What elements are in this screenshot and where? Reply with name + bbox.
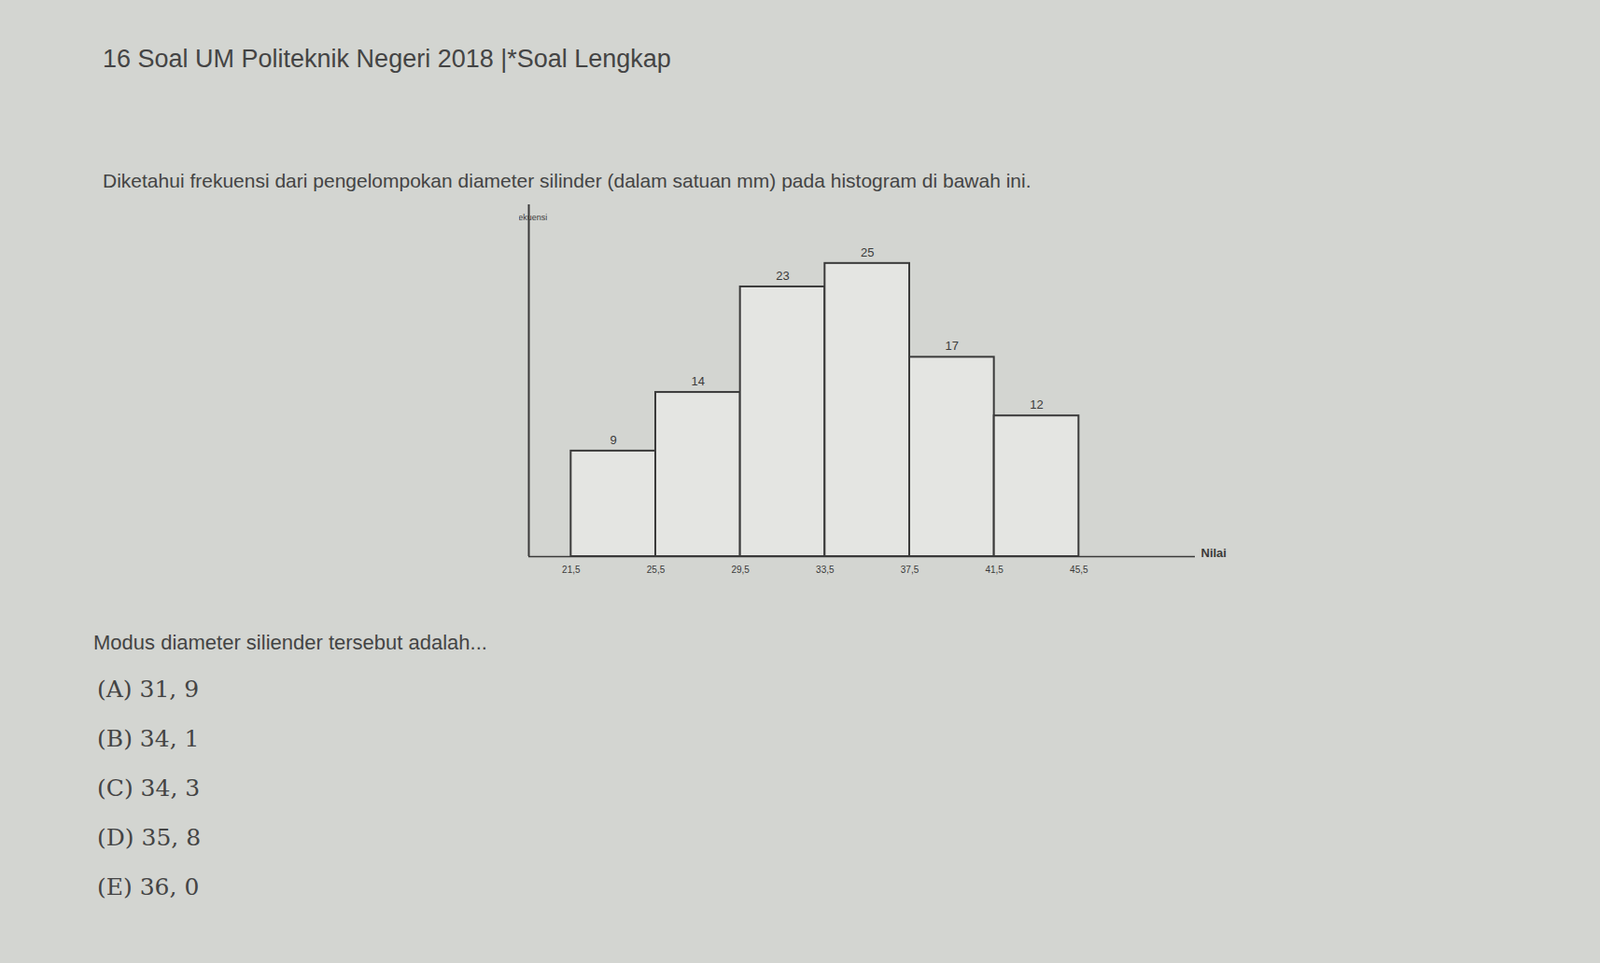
svg-text:Frekuensi: Frekuensi — [519, 212, 548, 223]
svg-text:12: 12 — [1029, 397, 1043, 412]
svg-text:45,5: 45,5 — [1069, 564, 1089, 576]
html-text:(C) 34, 3: (C) 34, 3 — [97, 774, 200, 802]
svg-text:17: 17 — [945, 338, 959, 353]
svg-text:23: 23 — [775, 268, 789, 283]
html-text:(D) 35, 8: (D) 35, 8 — [97, 824, 201, 852]
html-text:Modus diameter siliender terse: Modus diameter siliender tersebut adalah… — [93, 631, 488, 655]
svg-text:41,5: 41,5 — [984, 564, 1004, 576]
svg-text:25,5: 25,5 — [646, 564, 666, 576]
svg-text:37,5: 37,5 — [900, 564, 920, 576]
svg-text:25: 25 — [860, 244, 874, 259]
html-text:(E) 36, 0: (E) 36, 0 — [97, 873, 200, 901]
svg-text:14: 14 — [691, 374, 705, 389]
svg-text:Nilai: Nilai — [1201, 546, 1227, 561]
html-text:Diketahui frekuensi dari penge: Diketahui frekuensi dari pengelompokan d… — [102, 169, 1032, 192]
html-text:(B) 34, 1: (B) 34, 1 — [97, 725, 200, 753]
svg-text:9: 9 — [610, 433, 618, 448]
html-text:16 Soal UM Politeknik Negeri 2: 16 Soal UM Politeknik Negeri 2018 |*Soal… — [102, 44, 672, 73]
svg-text:33,5: 33,5 — [815, 564, 835, 576]
svg-text:29,5: 29,5 — [730, 564, 750, 576]
html-text:(A) 31, 9: (A) 31, 9 — [97, 675, 199, 703]
svg-text:21,5: 21,5 — [561, 564, 581, 576]
